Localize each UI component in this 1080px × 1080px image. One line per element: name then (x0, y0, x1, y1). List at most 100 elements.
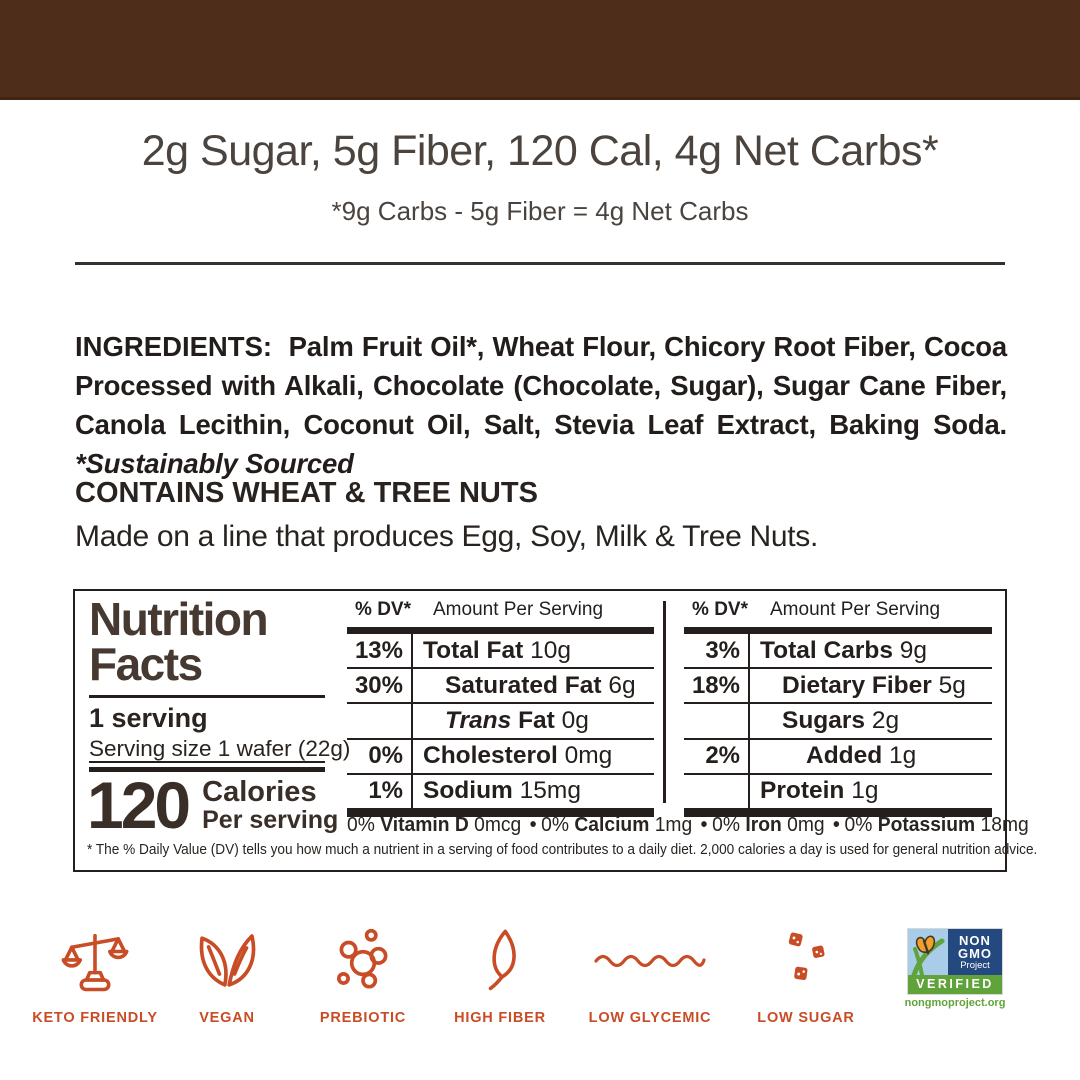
nutrient-name: Protein (760, 777, 845, 805)
badge-label: VEGAN (199, 1010, 255, 1026)
vitamin-item: 0% Vitamin D 0mcg (347, 813, 522, 836)
nutrient-cell: Added 1g (750, 742, 916, 770)
serving-count: 1 serving (89, 703, 208, 733)
badge-high-fiber: HIGH FIBER (435, 918, 565, 1026)
nutrient-table-right: % DV* Amount Per Serving 3% Total Carbs … (684, 599, 992, 817)
nutrient-cell: Trans Fat 0g (413, 707, 589, 735)
thick-bar (347, 627, 654, 634)
table-row: 0% Cholesterol 0mg (347, 739, 654, 775)
separator-dot: • (833, 813, 840, 836)
dv-header: % DV* (355, 599, 411, 620)
nutrient-name-italic: Trans (445, 706, 512, 734)
table-header: % DV* Amount Per Serving (347, 599, 654, 623)
nutrient-name: Cholesterol (423, 742, 558, 770)
nutrient-name: Added (806, 742, 883, 770)
dv-value (684, 774, 750, 808)
nutrient-amount: 1g (889, 742, 917, 770)
verified-bar: VERIFIED (908, 975, 1002, 994)
leaf-icon (462, 918, 538, 1004)
dv-value: 2% (684, 739, 750, 773)
allergen-contains: CONTAINS WHEAT & TREE NUTS (75, 477, 538, 509)
molecule-icon (326, 918, 400, 1004)
dv-value (347, 704, 413, 738)
amount-header: Amount Per Serving (770, 599, 941, 620)
allergen-made-on: Made on a line that produces Egg, Soy, M… (75, 520, 819, 553)
nutrient-name: Sugars (782, 706, 866, 734)
divider (89, 695, 325, 698)
thick-bar (684, 809, 992, 817)
table-row: 3% Total Carbs 9g (684, 634, 992, 670)
serving-size: Serving size 1 wafer (22g) (89, 736, 351, 761)
gmo-text: GMO (957, 945, 993, 961)
nutrient-cell: Sodium 15mg (413, 777, 581, 805)
dv-value: 0% (347, 739, 413, 773)
top-brown-band (0, 0, 1080, 100)
calories-label: Calories (202, 776, 317, 808)
nutrient-cell: Saturated Fat 6g (413, 672, 636, 700)
nutrient-name: Dietary Fiber (782, 671, 932, 699)
badge-label: KETO FRIENDLY (32, 1010, 158, 1026)
nutrient-cell: Sugars 2g (750, 707, 899, 735)
non-gmo-text: NON GMO Project (948, 929, 1002, 975)
nutrient-cell: Dietary Fiber 5g (750, 672, 966, 700)
nutrition-facts-title: Nutrition Facts (89, 593, 269, 687)
table-header: % DV* Amount Per Serving (684, 599, 992, 623)
badge-prebiotic: PREBIOTIC (298, 918, 428, 1026)
nutrition-facts-panel: Nutrition Facts 1 serving Serving size 1… (73, 589, 1037, 872)
vitamin-item: 0% Iron 0mg (712, 813, 825, 836)
nutrient-name: Sodium (423, 777, 513, 805)
nutrient-cell: Total Carbs 9g (750, 637, 927, 665)
sustainably-sourced-note: *Sustainably Sourced (75, 447, 354, 479)
table-row: Protein 1g (684, 774, 992, 810)
nutrient-name: Fat (511, 706, 555, 734)
nutrient-amount: 6g (608, 671, 636, 699)
table-row: 13% Total Fat 10g (347, 634, 654, 670)
nutrient-name: Saturated Fat (445, 671, 602, 699)
double-divider (89, 761, 325, 772)
nutrient-amount: 1g (851, 777, 879, 805)
divider (75, 262, 1005, 265)
calories-subtitle: Per serving (202, 806, 339, 834)
non-text: NON (959, 932, 991, 948)
table-row: 30% Saturated Fat 6g (347, 669, 654, 705)
calories-labels: Calories Per serving (202, 777, 338, 834)
separator-dot: • (700, 813, 708, 836)
nutrient-cell: Total Fat 10g (413, 637, 571, 665)
non-gmo-url: nongmoproject.org (904, 997, 1006, 1009)
badge-low-glycemic: LOW GLYCEMIC (575, 918, 725, 1026)
nutrient-table-left: % DV* Amount Per Serving 13% Total Fat 1… (347, 599, 654, 817)
non-gmo-verified-badge: NON GMO Project VERIFIED nongmoproject.o… (905, 928, 1005, 1009)
vitamin-item: 0% Potassium 18mg (844, 813, 1029, 836)
project-text: Project (960, 959, 990, 971)
nutrient-name: Total Fat (423, 636, 524, 664)
table-row: 1% Sodium 15mg (347, 774, 654, 810)
badge-low-sugar: LOW SUGAR (741, 918, 871, 1026)
separator-dot: • (529, 813, 537, 836)
dv-value: 3% (684, 634, 750, 668)
dv-value: 13% (347, 634, 413, 668)
wave-icon (591, 918, 709, 1004)
table-row: Trans Fat 0g (347, 704, 654, 740)
vitamins-line: 0% Vitamin D 0mcg • 0% Calcium 1mg • 0% Iron… (347, 813, 1029, 837)
thick-bar (684, 627, 992, 634)
net-carbs-formula: *9g Carbs - 5g Fiber = 4g Net Carbs (331, 196, 749, 226)
badge-label: PREBIOTIC (319, 1010, 407, 1026)
badge-label: HIGH FIBER (454, 1010, 546, 1026)
headline: 2g Sugar, 5g Fiber, 120 Cal, 4g Net Carb… (141, 127, 939, 175)
nutrient-amount: 9g (899, 636, 928, 664)
nutrient-amount: 2g (871, 706, 900, 734)
nutrient-name: Total Carbs (760, 636, 893, 664)
two-leaves-icon (188, 918, 266, 1004)
dv-value (684, 704, 750, 738)
sugar-crystals-icon (769, 918, 843, 1004)
dv-header: % DV* (692, 599, 748, 620)
nutrient-cell: Cholesterol 0mg (413, 742, 612, 770)
vitamin-item: 0% Calcium 1mg (541, 813, 693, 836)
nutrient-amount: 10g (530, 636, 571, 664)
badge-label: LOW GLYCEMIC (588, 1010, 712, 1026)
nutrient-amount: 5g (938, 671, 966, 699)
dv-value: 30% (347, 669, 413, 703)
calories-value: 120 (87, 768, 191, 842)
title-line1: Nutrition (89, 593, 269, 645)
